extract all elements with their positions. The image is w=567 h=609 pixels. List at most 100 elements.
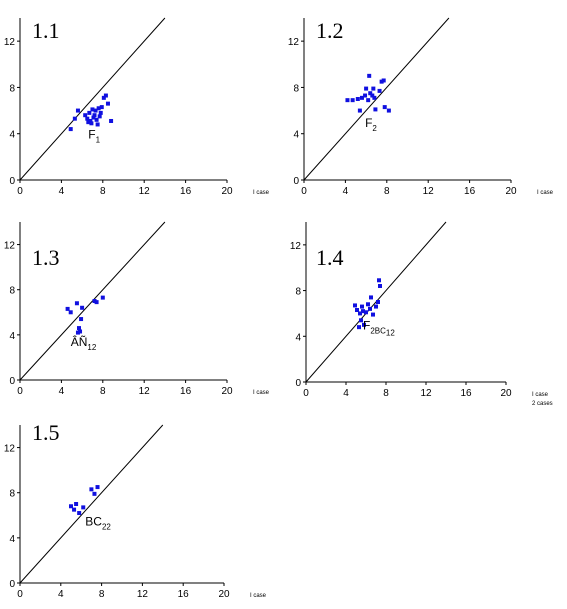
- x-tick-label: 16: [180, 386, 192, 397]
- data-point: [89, 487, 94, 492]
- x-tick-label: 8: [99, 589, 105, 600]
- data-point: [98, 110, 103, 115]
- x-axis-label: I case: [537, 190, 554, 196]
- y-tick-label: 12: [4, 241, 16, 252]
- data-point: [369, 295, 373, 300]
- series-annotation: BC22: [85, 514, 111, 531]
- y-tick-label: 8: [9, 83, 15, 94]
- data-point: [80, 305, 85, 310]
- x-tick-label: 16: [460, 388, 472, 399]
- data-point: [72, 507, 77, 512]
- data-point: [86, 120, 91, 125]
- data-point: [68, 127, 73, 132]
- data-point: [367, 73, 372, 78]
- data-point: [103, 93, 108, 98]
- series-annotation: ÂÑ12: [71, 334, 97, 352]
- x-tick-label: 12: [423, 186, 435, 197]
- data-point: [69, 504, 73, 509]
- x-tick-label: 0: [17, 386, 23, 397]
- data-point: [65, 306, 70, 311]
- data-point: [97, 114, 102, 119]
- y-tick-label: 0: [9, 579, 15, 590]
- x-tick-label: 4: [343, 186, 349, 197]
- data-point: [75, 108, 80, 113]
- data-point: [381, 78, 386, 83]
- data-point: [345, 98, 350, 103]
- data-point: [109, 118, 114, 123]
- data-point: [76, 326, 81, 331]
- data-point: [377, 88, 382, 93]
- data-point: [83, 113, 88, 118]
- data-point: [105, 101, 110, 106]
- reference-line: [19, 221, 166, 381]
- data-point: [96, 106, 101, 111]
- data-point: [358, 311, 362, 316]
- y-tick-label: 4: [9, 331, 15, 342]
- reference-line: [19, 17, 166, 181]
- data-point: [91, 115, 96, 120]
- data-point: [372, 95, 377, 100]
- scatter-panel: 0 4 8 12 16 20 0 4 8 12 I case 1.2 F2: [288, 17, 554, 197]
- data-point: [362, 322, 366, 327]
- data-point: [87, 110, 92, 115]
- panel-title: 1.5: [32, 420, 60, 445]
- panel-title: 1.4: [316, 245, 344, 270]
- data-point: [89, 121, 94, 126]
- data-point: [371, 86, 376, 91]
- x-tick-label: 4: [343, 388, 349, 399]
- data-point: [92, 491, 97, 496]
- data-point: [78, 329, 83, 334]
- data-point: [370, 93, 375, 98]
- data-point: [75, 330, 80, 335]
- x-tick-label: 20: [221, 386, 233, 397]
- reference-line: [303, 17, 450, 181]
- data-point: [374, 304, 378, 309]
- data-point: [88, 118, 93, 123]
- data-point: [355, 97, 360, 101]
- data-point: [81, 505, 86, 510]
- data-point: [350, 98, 355, 103]
- scatter-panel: 0 4 8 12 16 20 0 4 8 12 I case 1.3 ÂÑ12: [4, 221, 270, 397]
- y-tick-label: 8: [295, 287, 301, 298]
- data-point: [95, 485, 100, 490]
- y-tick-label: 12: [290, 241, 302, 252]
- y-tick-label: 8: [9, 286, 15, 297]
- data-point: [359, 318, 363, 323]
- x-tick-label: 0: [17, 589, 23, 600]
- panel-title: 1.1: [32, 18, 60, 43]
- x-tick-label: 20: [218, 589, 230, 600]
- scatter-panel: 0 4 8 12 16 20 0 4 8 12 I case 1.1 F1: [4, 17, 270, 197]
- x-tick-label: 16: [180, 186, 192, 197]
- y-tick-label: 0: [295, 378, 301, 389]
- data-point: [68, 310, 73, 315]
- x-tick-label: 8: [100, 386, 106, 397]
- data-point: [364, 310, 368, 315]
- data-point: [357, 325, 361, 330]
- data-point: [376, 300, 380, 304]
- x-tick-label: 12: [137, 589, 149, 600]
- data-point: [386, 108, 391, 113]
- x-tick-label: 12: [420, 388, 432, 399]
- y-tick-label: 4: [9, 534, 15, 545]
- x-axis-label: I case: [253, 390, 270, 396]
- data-point: [79, 317, 84, 322]
- x-tick-label: 0: [17, 186, 23, 197]
- panel-title: 1.3: [32, 245, 60, 270]
- x-axis-label: 2 cases: [532, 401, 553, 407]
- data-point: [72, 116, 77, 121]
- data-point: [353, 303, 357, 308]
- data-point: [377, 278, 381, 283]
- data-point: [92, 299, 97, 303]
- x-axis-label: I case: [253, 190, 270, 196]
- x-tick-label: 20: [505, 186, 517, 197]
- data-point: [359, 95, 364, 100]
- x-tick-label: 4: [59, 386, 65, 397]
- scatter-panel: 0 4 8 12 16 20 0 4 8 12 I case 2 cases 1.4 F2BC12: [290, 221, 553, 407]
- x-tick-label: 4: [59, 186, 65, 197]
- x-tick-label: 8: [384, 186, 390, 197]
- x-tick-label: 0: [303, 388, 309, 399]
- series-annotation: F2BC12: [363, 318, 395, 337]
- data-point: [360, 304, 364, 309]
- series-annotation: F2: [365, 116, 377, 133]
